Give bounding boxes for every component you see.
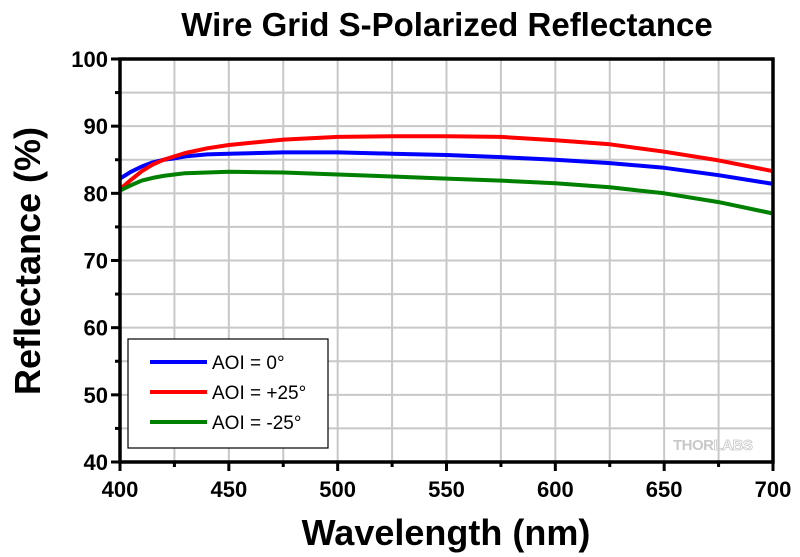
legend: AOI = 0° AOI = +25° AOI = -25° [127, 338, 329, 449]
y-tick-label: 40 [84, 450, 108, 475]
y-axis-label: Reflectance (%) [7, 127, 48, 395]
y-tick-label: 60 [84, 316, 108, 341]
legend-label-1: AOI = +25° [212, 383, 306, 404]
thorlabs-watermark: THORLABS [673, 437, 754, 455]
x-tick-label: 400 [102, 477, 139, 502]
svg-text:THORLABS: THORLABS [673, 437, 753, 454]
chart-title: Wire Grid S-Polarized Reflectance [181, 6, 713, 43]
x-tick-labels: 400 450 500 550 600 650 700 [102, 477, 792, 502]
x-tick-label: 700 [755, 477, 792, 502]
x-tick-label: 600 [537, 477, 574, 502]
x-tick-label: 550 [428, 477, 465, 502]
y-tick-label: 80 [84, 181, 108, 206]
x-tick-label: 650 [646, 477, 683, 502]
legend-label-2: AOI = -25° [212, 413, 301, 434]
watermark-brand: THOR [673, 437, 714, 454]
y-tick-label: 100 [71, 47, 108, 72]
y-tick-label: 70 [84, 249, 108, 274]
x-tick-label: 500 [319, 477, 356, 502]
series-line-1 [118, 134, 774, 191]
series-layer [118, 134, 774, 216]
legend-label-0: AOI = 0° [212, 353, 285, 374]
x-axis-label: Wavelength (nm) [302, 512, 591, 553]
y-tick-label: 50 [84, 383, 108, 408]
y-tick-labels: 40 50 60 70 80 90 100 [71, 47, 108, 475]
x-tick-label: 450 [210, 477, 247, 502]
watermark-brand-2: LABS [714, 437, 753, 454]
y-tick-label: 90 [84, 114, 108, 139]
ticks [111, 57, 775, 471]
series-line-2 [119, 169, 774, 216]
